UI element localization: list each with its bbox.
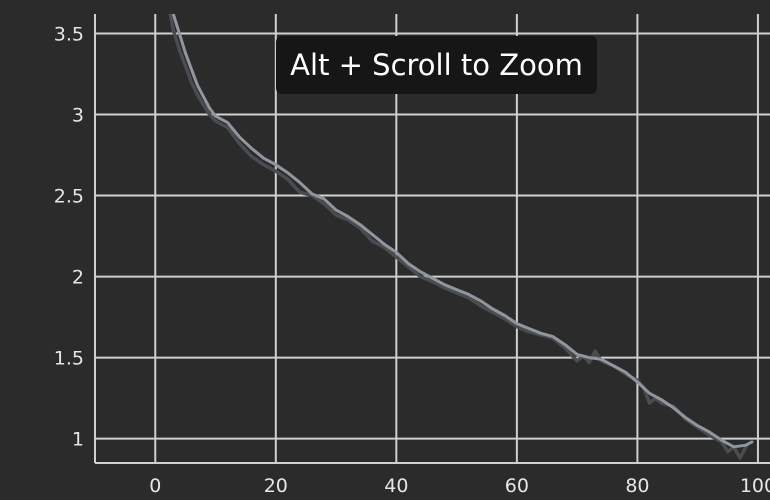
y-tick-label: 3 [72,104,84,126]
x-tick-label: 100 [740,475,770,497]
smoothed-series-line [171,14,754,449]
zoom-hint-text: Alt + Scroll to Zoom [290,48,583,82]
y-tick-label: 3.5 [54,23,84,45]
x-tick-label: 0 [149,475,161,497]
y-tick-labels: 1 1.5 2 2.5 3 3.5 [54,23,84,450]
series-layer [168,14,754,460]
y-tick-label: 2.5 [54,186,84,208]
x-tick-label: 60 [505,475,529,497]
x-tick-label: 80 [625,475,649,497]
x-tick-label: 20 [264,475,288,497]
y-tick-label: 2 [72,267,84,289]
x-tick-label: 40 [384,475,408,497]
raw-series-line [168,14,748,460]
x-tick-labels: 0 20 40 60 80 100 [149,475,770,497]
zoom-hint-tooltip: Alt + Scroll to Zoom [276,36,597,94]
y-tick-label: 1.5 [54,348,84,370]
y-tick-label: 1 [72,429,84,451]
